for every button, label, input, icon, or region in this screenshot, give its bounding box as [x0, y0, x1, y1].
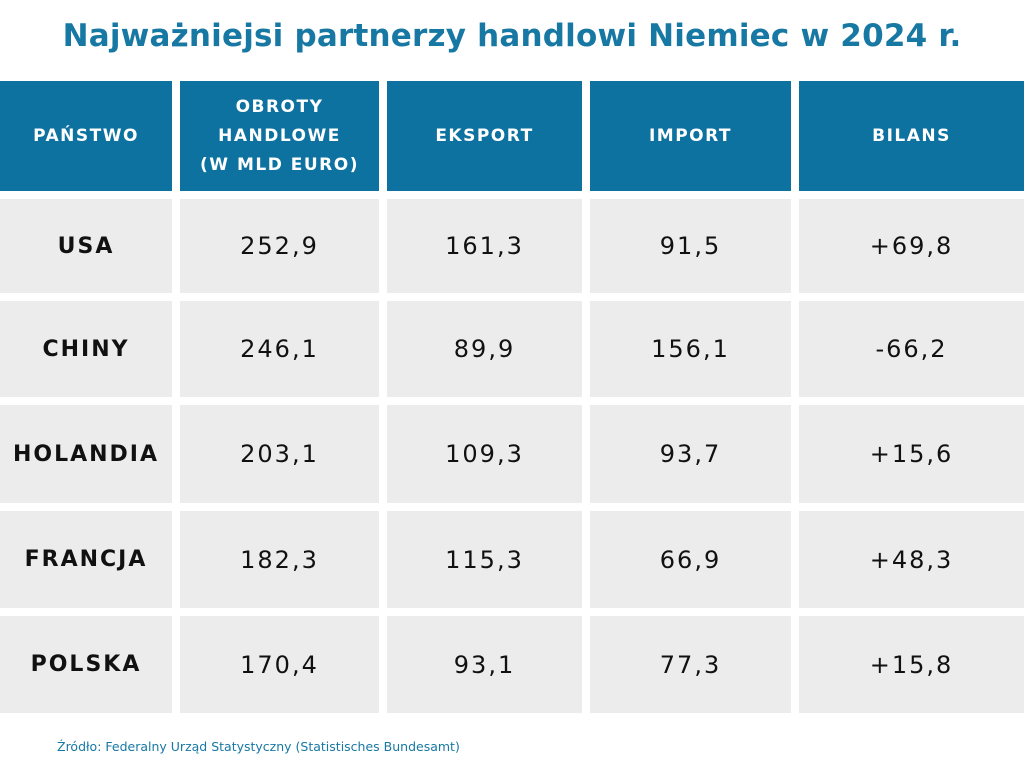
table-cell-turnover: 182,3 [180, 511, 379, 608]
table-cell-country: HOLANDIA [0, 405, 172, 503]
page-title: Najważniejsi partnerzy handlowi Niemiec … [62, 18, 962, 54]
table-cell-export: 109,3 [387, 405, 582, 503]
table-cell-balance: +69,8 [799, 199, 1024, 293]
table-cell-balance: -66,2 [799, 301, 1024, 397]
table-cell-import: 66,9 [590, 511, 791, 608]
table-cell-turnover: 252,9 [180, 199, 379, 293]
table-cell-country: USA [0, 199, 172, 293]
table-cell-import: 77,3 [590, 616, 791, 713]
table-cell-turnover: 246,1 [180, 301, 379, 397]
table-cell-export: 115,3 [387, 511, 582, 608]
table-cell-balance: +15,6 [799, 405, 1024, 503]
trade-table: PAŃSTWO OBROTY HANDLOWE (W MLD EURO) EKSPO… [0, 81, 1024, 713]
table-cell-turnover: 203,1 [180, 405, 379, 503]
column-header-import: IMPORT [590, 81, 791, 191]
table-cell-country: CHINY [0, 301, 172, 397]
table-cell-export: 161,3 [387, 199, 582, 293]
table-cell-export: 89,9 [387, 301, 582, 397]
table-cell-import: 93,7 [590, 405, 791, 503]
table-cell-balance: +48,3 [799, 511, 1024, 608]
column-header-balance: BILANS [799, 81, 1024, 191]
table-cell-import: 156,1 [590, 301, 791, 397]
table-cell-balance: +15,8 [799, 616, 1024, 713]
column-header-export: EKSPORT [387, 81, 582, 191]
column-header-turnover: OBROTY HANDLOWE (W MLD EURO) [180, 81, 379, 191]
table-cell-country: FRANCJA [0, 511, 172, 608]
table-cell-country: POLSKA [0, 616, 172, 713]
table-cell-import: 91,5 [590, 199, 791, 293]
source-note: Źródło: Federalny Urząd Statystyczny (St… [57, 739, 460, 754]
column-header-country: PAŃSTWO [0, 81, 172, 191]
table-cell-turnover: 170,4 [180, 616, 379, 713]
table-cell-export: 93,1 [387, 616, 582, 713]
